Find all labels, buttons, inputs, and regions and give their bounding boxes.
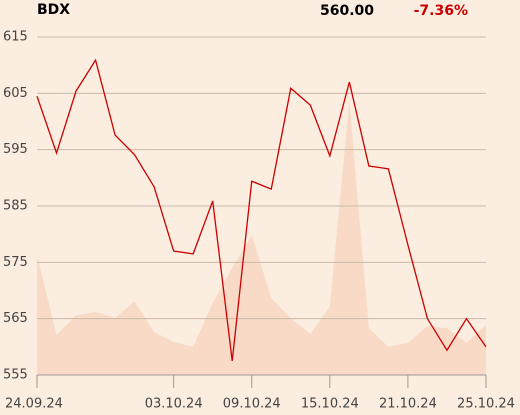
x-tick-label: 21.10.24 — [379, 397, 437, 412]
area — [37, 101, 486, 376]
y-tick-label: 595 — [3, 142, 28, 157]
x-tick-label: 09.10.24 — [223, 397, 281, 412]
y-tick-label: 585 — [3, 199, 28, 214]
x-tick-label: 15.10.24 — [301, 397, 359, 412]
y-tick-label: 565 — [3, 311, 28, 326]
y-tick-label: 615 — [3, 30, 28, 45]
y-tick-label: 605 — [3, 86, 28, 101]
change: -7.36% — [414, 3, 468, 19]
last-price: 560.00 — [320, 3, 374, 19]
x-tick-label: 24.09.24 — [5, 397, 63, 412]
y-tick-label: 555 — [3, 368, 28, 383]
x-tick-label: 25.10.24 — [457, 397, 515, 412]
ticker: BDX — [37, 2, 70, 18]
y-tick-label: 575 — [3, 255, 28, 270]
x-tick-label: 03.10.24 — [145, 397, 203, 412]
price-line — [36, 58, 487, 361]
